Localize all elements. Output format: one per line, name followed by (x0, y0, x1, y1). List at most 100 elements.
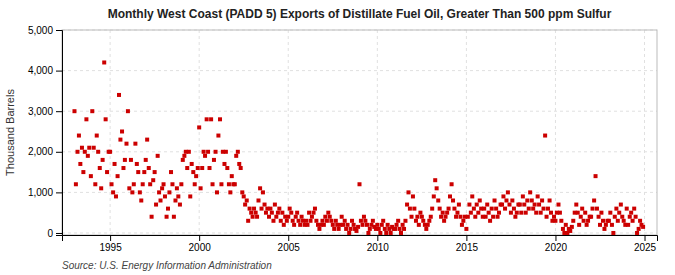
point (268, 207, 272, 211)
point (510, 198, 514, 202)
tick-label: 4,000 (28, 65, 53, 76)
point (136, 170, 140, 174)
point (120, 129, 124, 133)
point (139, 198, 143, 202)
point (239, 166, 243, 170)
point (225, 166, 229, 170)
point (450, 182, 454, 186)
point (317, 227, 321, 231)
point (118, 138, 122, 142)
point (313, 207, 317, 211)
point (127, 186, 131, 190)
point (363, 219, 367, 223)
point (135, 162, 139, 166)
point (375, 223, 379, 227)
point (166, 207, 170, 211)
point (245, 198, 249, 202)
point (543, 134, 547, 138)
point (540, 198, 544, 202)
point (406, 190, 410, 194)
point (337, 227, 341, 231)
point (542, 207, 546, 211)
grid-line-y (62, 151, 657, 152)
point (144, 158, 148, 162)
tick-label: 1,000 (28, 187, 53, 198)
point (75, 150, 79, 154)
point (595, 207, 599, 211)
point (297, 219, 301, 223)
tick-label: 5,000 (28, 25, 53, 36)
point (165, 215, 169, 219)
point (341, 223, 345, 227)
point (519, 211, 523, 215)
point (98, 166, 102, 170)
point (145, 138, 149, 142)
point (249, 211, 253, 215)
point (93, 182, 97, 186)
point (580, 207, 584, 211)
tick-mark (555, 235, 556, 241)
point (234, 154, 238, 158)
point (294, 215, 298, 219)
point (350, 219, 354, 223)
point (493, 198, 497, 202)
point (487, 211, 491, 215)
point (442, 219, 446, 223)
point (585, 223, 589, 227)
point (92, 146, 96, 150)
point (346, 223, 350, 227)
point (395, 223, 399, 227)
point (513, 215, 517, 219)
point (295, 211, 299, 215)
point (577, 223, 581, 227)
point (133, 142, 137, 146)
point (628, 215, 632, 219)
point (105, 170, 109, 174)
tick-mark (56, 233, 62, 234)
point (475, 203, 479, 207)
point (637, 227, 641, 231)
point (421, 219, 425, 223)
point (274, 215, 278, 219)
point (403, 219, 407, 223)
point (322, 223, 326, 227)
point (384, 231, 388, 235)
point (579, 215, 583, 219)
point (344, 227, 348, 231)
point (129, 158, 133, 162)
tick-mark (199, 235, 200, 241)
point (482, 207, 486, 211)
y-axis: 01,0002,0003,0004,0005,000 (28, 25, 63, 239)
tick: 1995 (99, 235, 122, 253)
point (190, 162, 194, 166)
point (371, 219, 375, 223)
point (461, 219, 465, 223)
point (504, 198, 508, 202)
point (286, 215, 290, 219)
point (215, 190, 219, 194)
point (84, 117, 88, 121)
point (478, 198, 482, 202)
point (619, 203, 623, 207)
point (191, 170, 195, 174)
point (340, 215, 344, 219)
tick-label: 3,000 (28, 106, 53, 117)
point (271, 219, 275, 223)
point (610, 223, 614, 227)
grid (62, 30, 657, 235)
tick-mark (377, 235, 378, 241)
point (570, 225, 574, 229)
tick: 2005 (278, 235, 301, 253)
tick: 2,000 (28, 146, 62, 157)
point (594, 174, 598, 178)
point (81, 170, 85, 174)
tick: 2025 (634, 235, 657, 253)
point (188, 194, 192, 198)
axis-line (56, 31, 63, 236)
point (417, 223, 421, 227)
point (334, 219, 338, 223)
point (457, 203, 461, 207)
point (312, 211, 316, 215)
point (408, 207, 412, 211)
point (258, 186, 262, 190)
